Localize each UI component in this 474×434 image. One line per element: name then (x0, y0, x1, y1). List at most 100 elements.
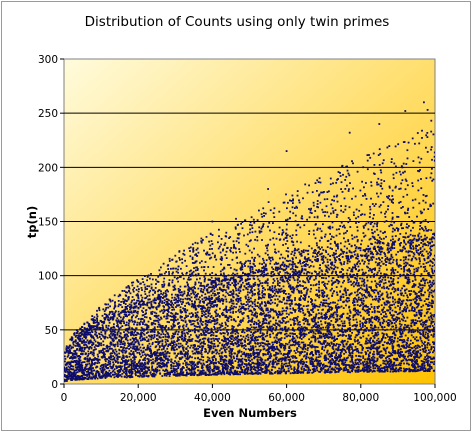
data-point (342, 331, 344, 333)
data-point (169, 373, 171, 375)
data-point (111, 352, 114, 355)
data-point (402, 341, 405, 343)
data-point (420, 157, 423, 160)
data-point (166, 373, 169, 375)
data-point (417, 304, 420, 306)
data-point (300, 338, 303, 340)
data-point (222, 332, 225, 334)
data-point (106, 358, 109, 361)
data-point (189, 275, 192, 277)
data-point (130, 343, 133, 346)
data-point (284, 302, 286, 305)
data-point (88, 366, 91, 369)
data-point (95, 372, 97, 375)
data-point (353, 285, 355, 288)
data-point (184, 308, 186, 310)
data-point (369, 308, 371, 310)
data-point (102, 326, 104, 328)
data-point (293, 271, 296, 274)
data-point (302, 319, 305, 321)
data-point (391, 244, 393, 247)
data-point (318, 177, 321, 180)
data-point (414, 234, 416, 237)
data-point (176, 277, 178, 280)
data-point (260, 213, 263, 216)
data-point (222, 335, 225, 338)
data-point (421, 344, 423, 347)
data-point (412, 241, 414, 244)
data-point (152, 293, 154, 296)
data-point (156, 368, 159, 371)
data-point (100, 371, 103, 373)
data-point (376, 339, 378, 342)
data-point (376, 223, 378, 226)
data-point (87, 350, 90, 353)
data-point (272, 332, 274, 335)
data-point (220, 373, 223, 376)
data-point (291, 257, 294, 259)
data-point (134, 372, 137, 375)
data-point (410, 355, 413, 357)
data-point (157, 305, 160, 307)
data-point (343, 348, 345, 351)
data-point (166, 362, 168, 364)
data-point (258, 345, 261, 348)
data-point (286, 234, 289, 236)
data-point (415, 370, 418, 372)
data-point (307, 300, 309, 303)
data-point (429, 361, 432, 364)
data-point (237, 367, 240, 369)
data-point (162, 353, 164, 356)
data-point (364, 351, 367, 353)
data-point (223, 279, 226, 282)
data-point (123, 346, 125, 349)
data-point (141, 300, 144, 302)
data-point (312, 334, 315, 337)
data-point (322, 255, 325, 257)
data-point (143, 367, 146, 369)
data-point (409, 370, 411, 372)
data-point (285, 312, 288, 315)
data-point (181, 356, 183, 359)
data-point (253, 258, 255, 261)
data-point (159, 300, 162, 302)
data-point (274, 324, 276, 327)
data-point (262, 259, 265, 262)
data-point (265, 259, 268, 262)
data-point (290, 263, 293, 266)
data-point (139, 300, 142, 303)
data-point (427, 257, 430, 259)
data-point (348, 365, 351, 368)
data-point (259, 303, 261, 306)
data-point (227, 328, 230, 331)
data-point (142, 351, 145, 353)
data-point (153, 330, 156, 333)
data-point (322, 281, 325, 283)
data-point (426, 136, 429, 138)
data-point (130, 350, 133, 352)
data-point (340, 368, 343, 370)
data-point (386, 362, 389, 365)
data-point (305, 356, 308, 358)
data-point (432, 341, 434, 344)
data-point (262, 320, 264, 323)
data-point (333, 337, 336, 339)
data-point (288, 345, 291, 348)
data-point (418, 291, 420, 293)
data-point (343, 357, 346, 360)
data-point (386, 274, 389, 277)
data-point (334, 266, 337, 268)
data-point (310, 346, 313, 349)
data-point (384, 259, 387, 262)
data-point (377, 241, 379, 243)
data-point (254, 366, 257, 369)
data-point (232, 246, 235, 249)
data-point (193, 348, 196, 351)
data-point (400, 165, 403, 167)
data-point (225, 257, 228, 259)
data-point (107, 367, 110, 369)
data-point (116, 333, 119, 336)
data-point (178, 336, 181, 338)
data-point (412, 274, 415, 277)
data-point (168, 307, 171, 309)
